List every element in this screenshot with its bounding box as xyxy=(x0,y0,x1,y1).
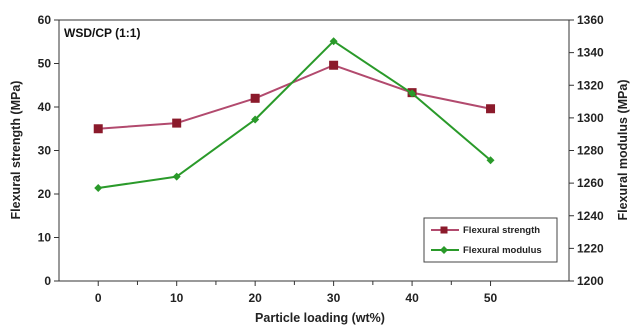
y2-tick-label: 1320 xyxy=(577,78,604,92)
flexural-modulus-point xyxy=(486,156,495,165)
y-tick-label: 50 xyxy=(38,57,52,71)
y2-tick-label: 1240 xyxy=(577,209,604,223)
legend-strength-label: Flexural strength xyxy=(463,225,540,236)
flexural-strength-line xyxy=(98,64,491,130)
y2-tick-label: 1200 xyxy=(577,274,604,288)
y2-tick-label: 1260 xyxy=(577,176,604,190)
legend-modulus-marker xyxy=(440,246,448,254)
x-axis-ticks: 0 10 20 30 40 50 xyxy=(95,281,498,305)
flexural-modulus-point xyxy=(329,37,338,46)
flexural-strength-point xyxy=(172,118,182,128)
y-tick-label: 30 xyxy=(38,144,52,158)
y-tick-label: 40 xyxy=(38,100,52,114)
x-tick-label: 10 xyxy=(170,291,184,305)
flexural-strength-point xyxy=(93,124,103,134)
y2-axis-label: Flexural modulus (MPa) xyxy=(616,80,630,221)
flexural-strength-point xyxy=(486,104,496,114)
y-axis-label: Flexural strength (MPa) xyxy=(9,81,23,220)
series-layer xyxy=(93,37,496,193)
y2-tick-label: 1360 xyxy=(577,13,604,27)
legend: Flexural strength Flexural modulus xyxy=(423,217,558,263)
y2-tick-label: 1300 xyxy=(577,111,604,125)
flexural-modulus-point xyxy=(172,172,181,181)
y2-tick-label: 1280 xyxy=(577,144,604,158)
right-axis-ticks: 1200 1220 1240 1260 1280 1300 1320 1340 1360 xyxy=(569,13,604,288)
flexural-modulus-point xyxy=(251,115,260,124)
x-tick-label: 30 xyxy=(327,291,341,305)
x-tick-label: 50 xyxy=(484,291,498,305)
legend-box xyxy=(423,217,558,263)
flexural-strength-point xyxy=(329,60,339,70)
flexural-modulus-line xyxy=(98,40,492,190)
flexural-strength-point xyxy=(250,93,260,103)
y-tick-label: 20 xyxy=(38,187,52,201)
flexural-modulus-point xyxy=(408,89,417,98)
legend-modulus-label: Flexural modulus xyxy=(463,245,542,256)
y2-tick-label: 1340 xyxy=(577,46,604,60)
y2-tick-label: 1220 xyxy=(577,241,604,255)
y-tick-label: 60 xyxy=(38,13,52,27)
legend-strength-marker xyxy=(440,226,448,234)
x-axis-label: Particle loading (wt%) xyxy=(255,311,385,325)
y-tick-label: 0 xyxy=(44,274,51,288)
x-tick-label: 20 xyxy=(248,291,262,305)
y-tick-label: 10 xyxy=(38,231,52,245)
x-tick-label: 0 xyxy=(95,291,102,305)
chart-annotation: WSD/CP (1:1) xyxy=(64,26,140,40)
flexural-modulus-point xyxy=(94,184,103,193)
x-tick-label: 40 xyxy=(405,291,419,305)
left-axis-ticks: 0 10 20 30 40 50 60 xyxy=(38,13,59,288)
